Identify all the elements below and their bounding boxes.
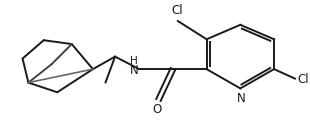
Text: N: N: [130, 64, 138, 77]
Text: O: O: [152, 103, 161, 116]
Text: Cl: Cl: [171, 4, 183, 17]
Text: H: H: [131, 56, 138, 66]
Text: N: N: [237, 92, 246, 105]
Text: Cl: Cl: [297, 73, 309, 86]
